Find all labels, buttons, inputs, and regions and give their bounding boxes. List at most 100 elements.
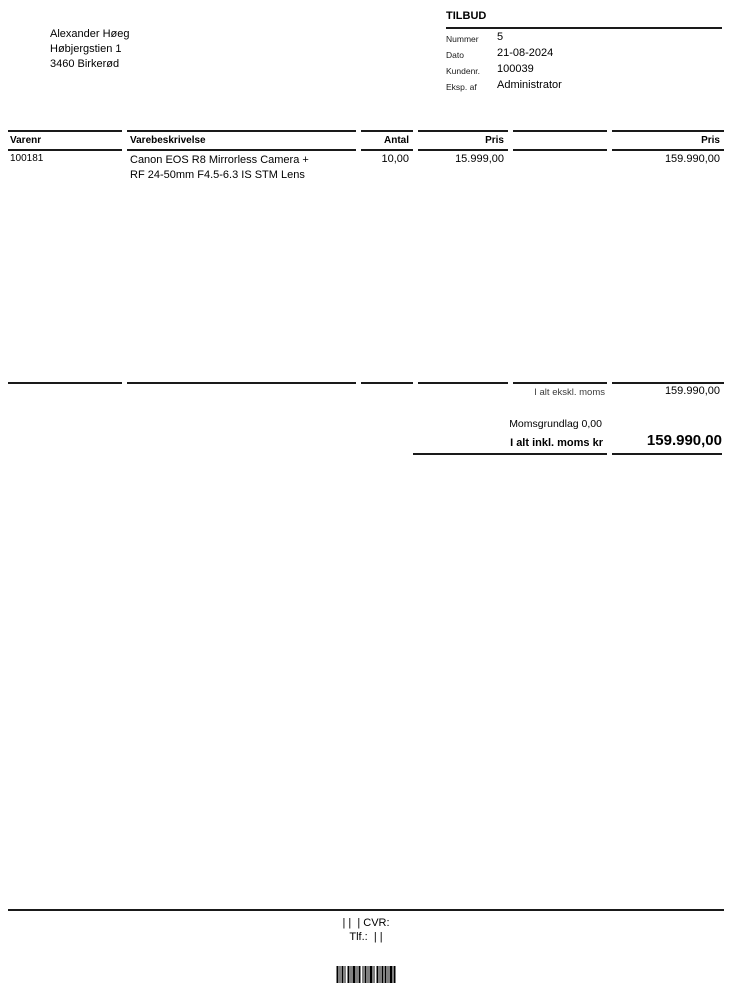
meta-row-handled-by: Eksp. af Administrator (446, 79, 562, 92)
barcode-bar (336, 966, 339, 983)
barcode-bar (343, 966, 345, 983)
barcode-bar (345, 966, 348, 983)
table-bottom-rule-segment (361, 382, 413, 384)
barcode-bar (355, 966, 357, 983)
recipient-city: 3460 Birkerød (50, 58, 120, 70)
barcode-bar (363, 966, 365, 983)
total-incl-vat-label: I alt inkl. moms kr (510, 437, 603, 449)
meta-label-handled-by: Eksp. af (446, 82, 477, 92)
barcode-bar (380, 966, 382, 983)
total-underline-segment (413, 453, 607, 455)
table-bottom-rule-segment (418, 382, 508, 384)
column-header-pris-total: Pris (701, 135, 720, 146)
barcode-bar (378, 966, 380, 983)
table-header-rule-segment (612, 149, 724, 151)
subtotal-excl-vat-value: 159.990,00 (664, 385, 720, 397)
table-header-rule-segment (8, 149, 122, 151)
barcode-bar (360, 966, 363, 983)
barcode-bar (381, 966, 384, 983)
barcode-bar (366, 966, 368, 983)
table-top-rule-segment (418, 130, 508, 132)
barcode-bar (356, 966, 358, 983)
vat-base-text: Momsgrundlag 0,00 (509, 418, 602, 430)
table-bottom-rule-segment (127, 382, 356, 384)
meta-value-customer-number: 100039 (497, 63, 534, 75)
barcode-bar (392, 966, 394, 983)
barcode-bar (369, 966, 373, 983)
barcode-bar (374, 966, 377, 983)
subtotal-excl-vat-label: I alt ekskl. moms (534, 387, 605, 398)
barcode-bar (341, 966, 344, 983)
table-top-rule-segment (127, 130, 356, 132)
item-number: 100181 (10, 153, 44, 164)
barcode-bar (376, 966, 379, 983)
footer-cvr-line: | | | CVR: (342, 917, 390, 929)
meta-label-customer-number: Kundenr. (446, 66, 481, 76)
barcode-bar (384, 966, 387, 983)
column-header-description: Varebeskrivelse (130, 135, 206, 146)
table-top-rule-segment (612, 130, 724, 132)
barcode-bar (357, 966, 359, 983)
recipient-address-block: Alexander Høeg Høbjergstien 1 3460 Birke… (50, 27, 130, 72)
barcode-bar (338, 966, 340, 983)
total-underline-segment (612, 453, 722, 455)
recipient-street: Høbjergstien 1 (50, 43, 122, 55)
barcode-bar (367, 966, 369, 983)
barcode-bar (352, 966, 356, 983)
barcode-bar (389, 966, 393, 983)
barcode-bar (373, 966, 375, 983)
table-bottom-rule-segment (612, 382, 724, 384)
barcode-bar (351, 966, 353, 983)
table-header-rule-segment (361, 149, 413, 151)
meta-value-handled-by: Administrator (497, 79, 562, 91)
document-type-title: TILBUD (446, 10, 487, 22)
column-header-pris: Pris (485, 135, 504, 146)
title-underline (446, 27, 722, 29)
table-bottom-rule-segment (8, 382, 122, 384)
total-incl-vat-value: 159.990,00 (646, 432, 722, 449)
barcode-bar (368, 966, 370, 983)
footer-rule (8, 909, 724, 911)
meta-label-date: Dato (446, 50, 464, 60)
barcode-bar (344, 966, 346, 983)
meta-value-number: 5 (497, 31, 504, 43)
barcode-bar (393, 966, 396, 983)
barcode-bar (388, 966, 390, 983)
footer-phone-line: Tlf.: | | (349, 931, 383, 943)
table-top-rule-segment (8, 130, 122, 132)
barcode-bar (340, 966, 342, 983)
meta-row-customer-number: Kundenr. 100039 (446, 63, 562, 76)
barcode-bar (349, 966, 351, 983)
meta-label-number: Nummer (446, 34, 479, 44)
table-top-rule-segment (361, 130, 413, 132)
table-header-rule-segment (127, 149, 356, 151)
item-quantity: 10,00 (381, 153, 409, 165)
table-bottom-rule-segment (513, 382, 607, 384)
item-description-line1: Canon EOS R8 Mirrorless Camera + (130, 154, 309, 166)
item-unit-price: 15.999,00 (455, 153, 504, 165)
barcode-bar (387, 966, 389, 983)
document-meta-block: Nummer 5 Dato 21-08-2024 Kundenr. 100039… (446, 31, 562, 95)
barcode-bar (362, 966, 364, 983)
table-header-rule-segment (418, 149, 508, 151)
barcode-bar (347, 966, 350, 983)
barcode (336, 966, 396, 983)
item-description: Canon EOS R8 Mirrorless Camera + RF 24-5… (130, 153, 309, 182)
table-top-rule-segment (513, 130, 607, 132)
barcode-bar (383, 966, 385, 983)
meta-row-number: Nummer 5 (446, 31, 562, 44)
meta-value-date: 21-08-2024 (497, 47, 554, 59)
item-description-line2: RF 24-50mm F4.5-6.3 IS STM Lens (130, 168, 305, 181)
table-header-rule-segment (513, 149, 607, 151)
barcode-bar (364, 966, 367, 983)
barcode-bar (386, 966, 388, 983)
recipient-name: Alexander Høeg (50, 28, 130, 40)
column-header-antal: Antal (384, 135, 409, 146)
barcode-bar (358, 966, 361, 983)
barcode-bar (372, 966, 374, 983)
column-header-varenr: Varenr (10, 135, 42, 146)
barcode-bar (379, 966, 381, 983)
item-line-total: 159.990,00 (664, 153, 720, 165)
meta-row-date: Dato 21-08-2024 (446, 47, 562, 60)
